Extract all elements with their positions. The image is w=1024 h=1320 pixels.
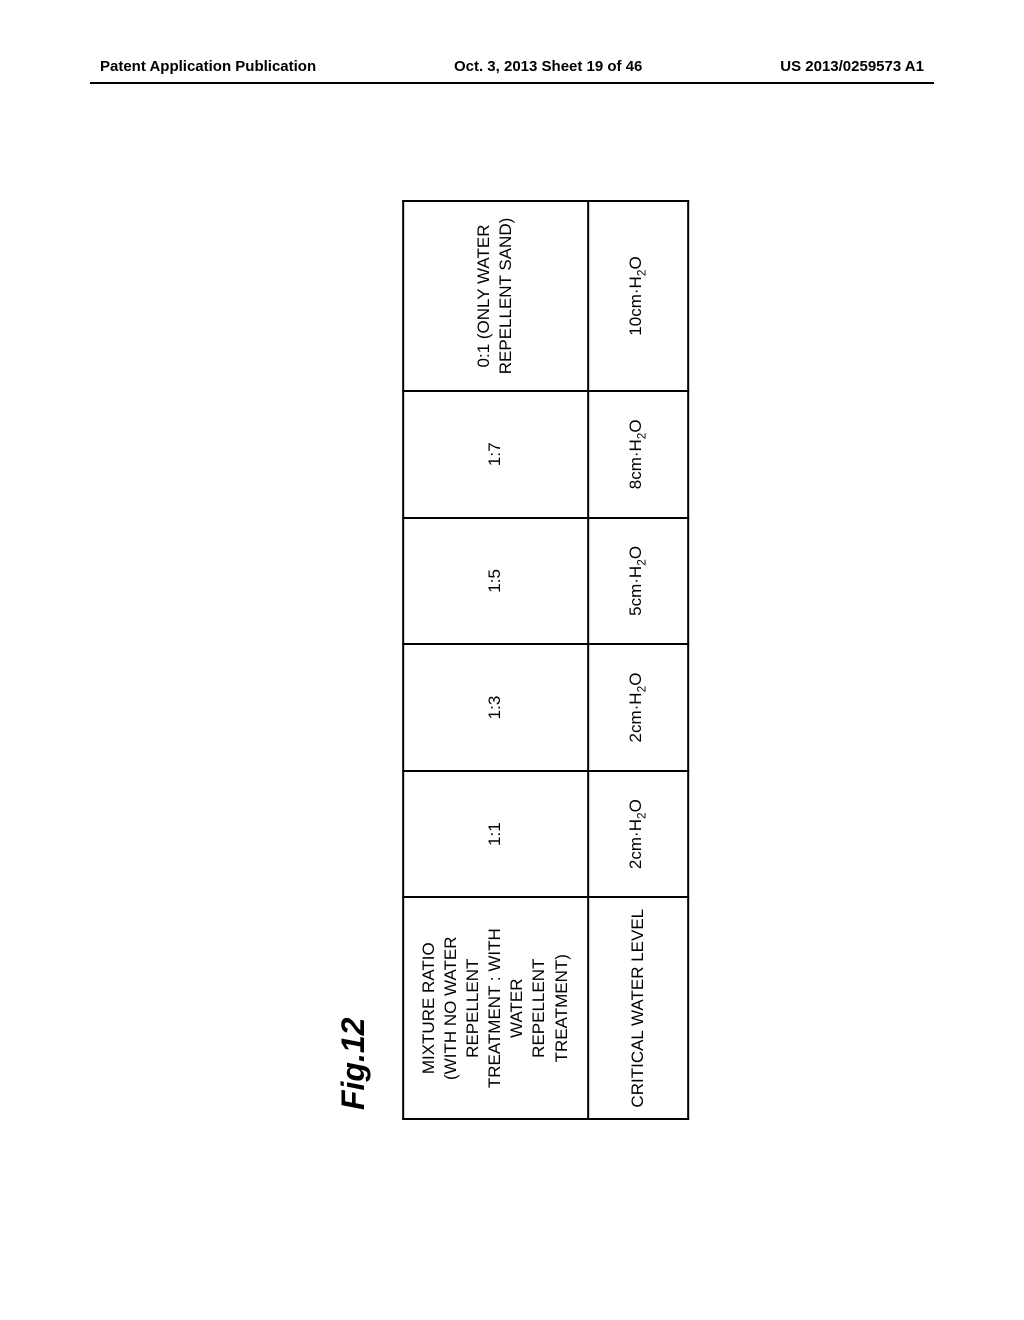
table-cell: 2cm·H2O — [588, 644, 688, 771]
table-cell: 1:3 — [403, 644, 588, 771]
header-right: US 2013/0259573 A1 — [780, 58, 924, 75]
row-header-mixture: MIXTURE RATIO(WITH NO WATER REPELLENTTRE… — [403, 897, 588, 1119]
table-cell: 5cm·H2O — [588, 518, 688, 645]
header-left: Patent Application Publication — [100, 58, 316, 75]
mixture-ratio-label: MIXTURE RATIO(WITH NO WATER REPELLENTTRE… — [419, 928, 571, 1088]
row-header-critical: CRITICAL WATER LEVEL — [588, 897, 688, 1119]
table-row: MIXTURE RATIO(WITH NO WATER REPELLENTTRE… — [403, 201, 588, 1119]
figure-container: Fig.12 MIXTURE RATIO(WITH NO WATER REPEL… — [335, 200, 689, 1120]
table-cell: 8cm·H2O — [588, 391, 688, 518]
figure-label: Fig.12 — [335, 200, 372, 1110]
ratio-only-label: 0:1 (ONLY WATERREPELLENT SAND) — [474, 218, 515, 375]
table-cell: 1:1 — [403, 771, 588, 898]
page-header: Patent Application Publication Oct. 3, 2… — [0, 58, 1024, 75]
header-divider — [90, 82, 934, 84]
header-center: Oct. 3, 2013 Sheet 19 of 46 — [454, 58, 642, 75]
table-cell: 1:5 — [403, 518, 588, 645]
table-row: CRITICAL WATER LEVEL 2cm·H2O 2cm·H2O 5cm… — [588, 201, 688, 1119]
table-cell: 10cm·H2O — [588, 201, 688, 391]
table-cell-wide: 0:1 (ONLY WATERREPELLENT SAND) — [403, 201, 588, 391]
data-table: MIXTURE RATIO(WITH NO WATER REPELLENTTRE… — [402, 200, 689, 1120]
table-cell: 2cm·H2O — [588, 771, 688, 898]
table-cell: 1:7 — [403, 391, 588, 518]
